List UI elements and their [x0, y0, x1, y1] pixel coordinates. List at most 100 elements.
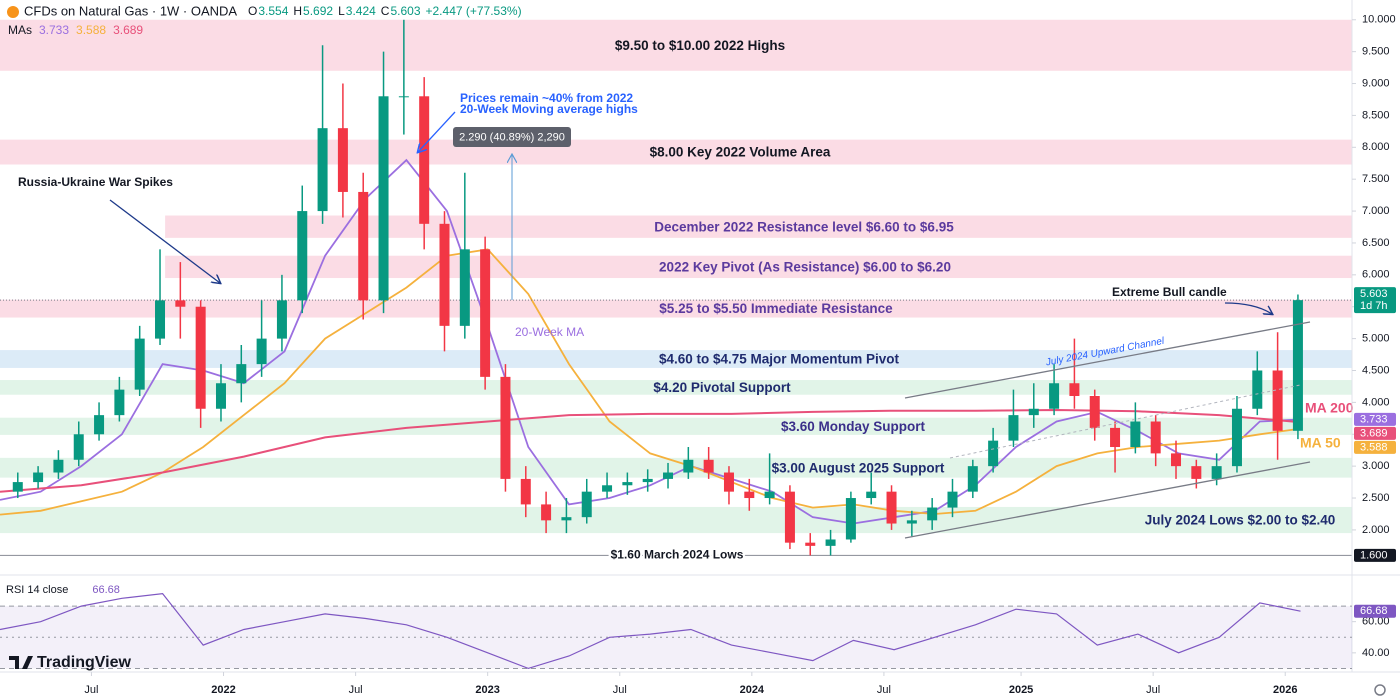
value-box	[1354, 440, 1396, 454]
value-box	[1354, 287, 1396, 314]
candle-body	[378, 96, 389, 301]
chart-title: CFDs on Natural Gas · 1W · OANDA	[24, 3, 237, 18]
candle-body	[906, 520, 917, 524]
annotation: Russia-Ukraine War Spikes	[18, 175, 173, 189]
x-tick-label: Jul	[613, 684, 627, 696]
candle-body	[784, 491, 795, 543]
x-tick-label: Jul	[84, 684, 98, 696]
measure-label: 2.290 (40.89%) 2,290	[459, 131, 565, 143]
x-tick-label: 2023	[475, 684, 499, 696]
candle-body	[805, 542, 816, 546]
ohlc-key: H	[293, 4, 302, 18]
candle-body	[500, 376, 511, 479]
rsi-band	[0, 606, 1352, 669]
symbol-icon	[7, 6, 19, 18]
candle-body	[94, 415, 105, 435]
ma-arrow	[418, 111, 456, 152]
zone-label: July 2024 Lows $2.00 to $2.40	[1145, 513, 1336, 528]
candle-body	[1231, 408, 1242, 467]
candle-body	[744, 491, 755, 499]
candle-body	[1008, 415, 1019, 441]
channel-upper	[904, 321, 1311, 399]
moving-average	[0, 158, 1301, 525]
bull-arrow	[1224, 302, 1272, 314]
x-tick-label: 2022	[211, 684, 235, 696]
candle-body	[155, 300, 166, 339]
y-tick-label: 8.500	[1362, 109, 1390, 121]
level-label: $1.60 March 2024 Lows	[611, 548, 744, 562]
value-box-label: 3.588	[1360, 441, 1388, 453]
candle-body	[33, 472, 44, 483]
moving-average	[0, 248, 1301, 516]
series-label: MA 200	[1305, 400, 1354, 416]
candle-body	[1272, 370, 1283, 431]
y-tick-label: 8.000	[1362, 141, 1390, 153]
change: +2.447 (+77.53%)	[426, 4, 522, 18]
x-tick-label: Jul	[877, 684, 891, 696]
candle-body	[581, 491, 592, 518]
candle-body	[622, 482, 633, 486]
candle-body	[520, 478, 531, 505]
candle-body	[988, 440, 999, 467]
series-label: MA 50	[1300, 435, 1341, 451]
candle-body	[967, 466, 978, 492]
brand: TradingView	[37, 654, 132, 671]
price-pane	[0, 19, 1352, 556]
candle-body	[419, 96, 430, 224]
rsi-label: RSI 14 close	[6, 584, 68, 596]
y-tick-label: 2.500	[1362, 492, 1390, 504]
settings-icon[interactable]	[1374, 684, 1386, 696]
candle-body	[947, 491, 958, 508]
series-label: 20-Week MA	[515, 325, 584, 339]
y-tick-label: 10.000	[1362, 14, 1396, 26]
candle-body	[723, 472, 734, 492]
candle-body	[1110, 427, 1121, 448]
logo-mark	[9, 656, 33, 669]
zone-label: $8.00 Key 2022 Volume Area	[650, 145, 831, 160]
candle-body	[53, 459, 64, 473]
candle-body	[1028, 408, 1039, 416]
candle-body	[236, 364, 247, 384]
candle-body	[1292, 300, 1303, 431]
candle-body	[1049, 383, 1060, 409]
x-tick-label: 2026	[1273, 684, 1297, 696]
y-tick-label: 9.500	[1362, 46, 1390, 58]
rsi-value-label: 66.68	[1360, 605, 1388, 617]
candle-body	[459, 249, 470, 326]
annotation: 20-Week Moving average highs	[460, 102, 638, 116]
candle-body	[541, 504, 552, 521]
ma-legend-value: 3.733	[39, 23, 69, 37]
zone	[0, 457, 1352, 478]
candle-body	[134, 338, 145, 390]
candle-body	[1252, 370, 1263, 409]
x-tick-label: Jul	[349, 684, 363, 696]
ohlc-key: O	[248, 4, 257, 18]
zone-label: December 2022 Resistance level $6.60 to …	[654, 219, 954, 234]
rsi-pane	[0, 592, 1352, 670]
ma-legend-value: 3.588	[76, 23, 106, 37]
candle-body	[276, 300, 287, 339]
zone-label: 2022 Key Pivot (As Resistance) $6.00 to …	[659, 259, 951, 274]
zone	[0, 139, 1352, 165]
candle-body	[114, 389, 125, 416]
zone-label: $9.50 to $10.00 2022 Highs	[615, 38, 785, 53]
candle-body	[1150, 421, 1161, 454]
ohlc-value: 5.603	[390, 4, 420, 18]
x-tick-label: Jul	[1146, 684, 1160, 696]
value-box	[1354, 412, 1396, 426]
candle-body	[886, 491, 897, 524]
candle-body	[398, 96, 409, 98]
candle-body	[642, 478, 653, 483]
candle-body	[297, 211, 308, 301]
candle-body	[256, 338, 267, 365]
candle-body	[927, 507, 938, 521]
zone	[0, 417, 1352, 435]
countdown: 1d 7h	[1360, 300, 1388, 312]
candle-body	[195, 306, 206, 409]
zone	[0, 19, 1352, 71]
ohlc-value: 3.554	[258, 4, 288, 18]
candle-body	[1171, 453, 1182, 467]
zones	[0, 19, 1353, 557]
rsi-value-box	[1354, 604, 1396, 618]
zone	[0, 299, 1352, 318]
